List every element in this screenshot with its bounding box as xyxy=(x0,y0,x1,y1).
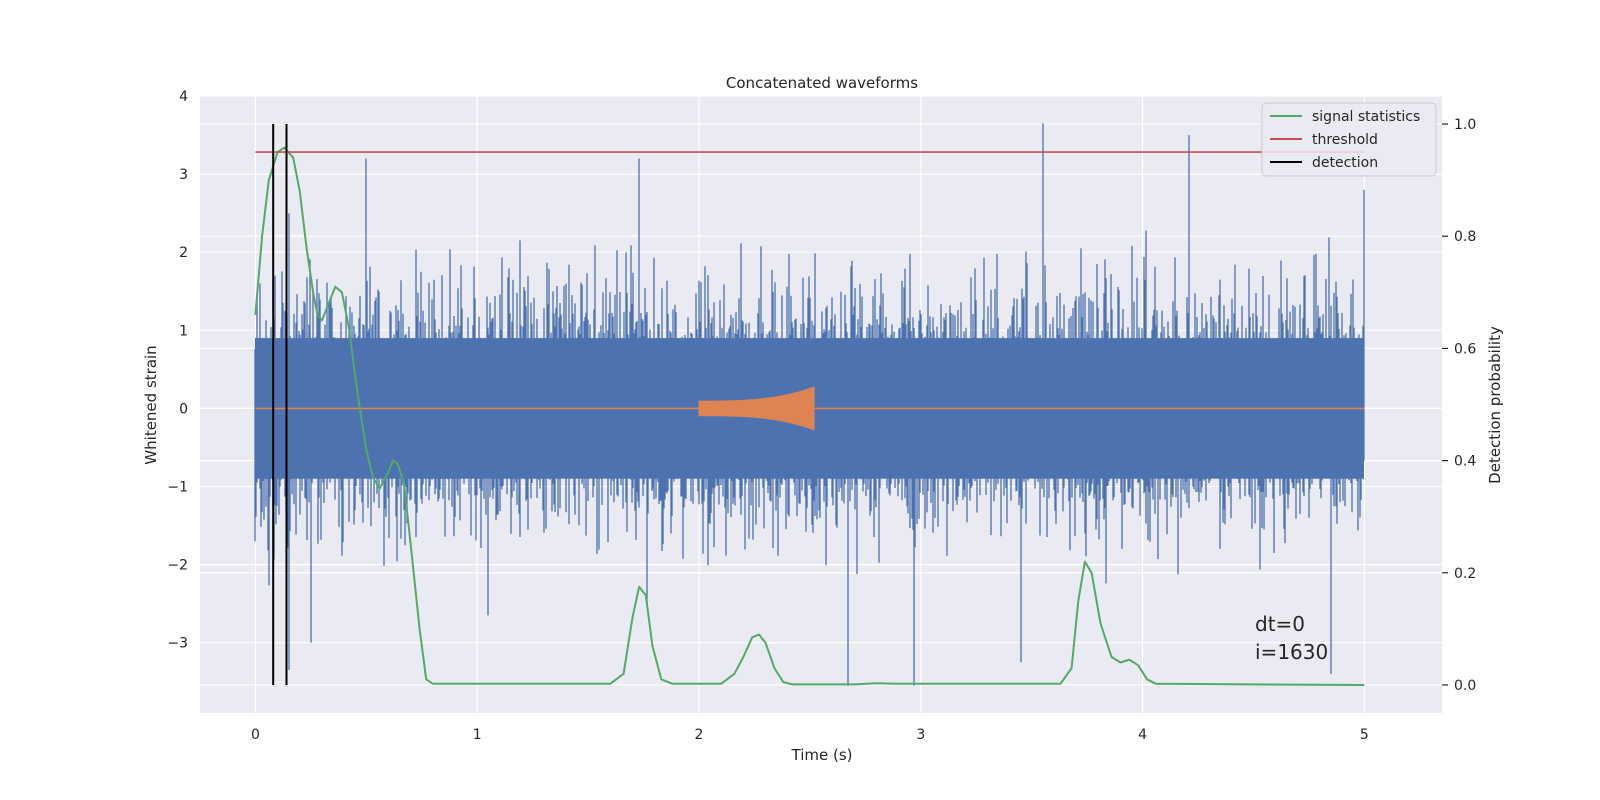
x-tick-label: 2 xyxy=(695,727,704,743)
y2-tick-label: 0.4 xyxy=(1454,454,1476,470)
x-axis-label: Time (s) xyxy=(791,746,853,764)
y2-tick-label: 0.2 xyxy=(1454,566,1476,582)
y2-tick-label: 0.8 xyxy=(1454,229,1476,245)
legend-label-threshold: threshold xyxy=(1312,132,1378,148)
legend-label-signal-statistics: signal statistics xyxy=(1312,109,1420,125)
y2-tick-label: 0.0 xyxy=(1454,678,1476,694)
y-tick-label: −1 xyxy=(167,480,188,496)
injected-signal-series xyxy=(255,386,1365,431)
x-tick-label: 0 xyxy=(251,727,260,743)
y-tick-label: 1 xyxy=(179,323,188,339)
detection-series xyxy=(272,124,288,685)
annotation-dt: dt=0 xyxy=(1255,612,1305,636)
annotation-i: i=1630 xyxy=(1255,640,1328,664)
injected-chirp xyxy=(698,386,815,431)
signal-statistics-line xyxy=(254,146,1365,686)
x-tick-label: 3 xyxy=(916,727,925,743)
legend: signal statistics threshold detection xyxy=(1261,102,1437,177)
y2-tick-label: 0.6 xyxy=(1454,341,1476,357)
y-axis-label: Whitened strain xyxy=(142,345,160,464)
y2-tick-label: 1.0 xyxy=(1454,117,1476,133)
x-tick-label: 4 xyxy=(1138,727,1147,743)
y2-axis-ticks: 0.0 0.2 0.4 0.6 0.8 1.0 xyxy=(1442,117,1476,694)
y2-axis-label: Detection probability xyxy=(1486,326,1504,484)
legend-box xyxy=(1261,102,1437,177)
y-tick-label: 2 xyxy=(179,245,188,261)
y-axis-ticks: −3 −2 −1 0 1 2 3 4 xyxy=(167,89,188,652)
legend-label-detection: detection xyxy=(1312,155,1378,171)
y-tick-label: 3 xyxy=(179,167,188,183)
y-tick-label: 0 xyxy=(179,401,188,417)
x-tick-label: 1 xyxy=(473,727,482,743)
x-tick-label: 5 xyxy=(1360,727,1369,743)
y-tick-label: −3 xyxy=(167,636,188,652)
y-tick-label: 4 xyxy=(179,89,188,105)
signal-statistics-series xyxy=(254,146,1365,686)
y-tick-label: −2 xyxy=(167,558,188,574)
chart-title: Concatenated waveforms xyxy=(726,74,918,92)
x-axis-ticks: 0 1 2 3 4 5 xyxy=(251,727,1369,743)
